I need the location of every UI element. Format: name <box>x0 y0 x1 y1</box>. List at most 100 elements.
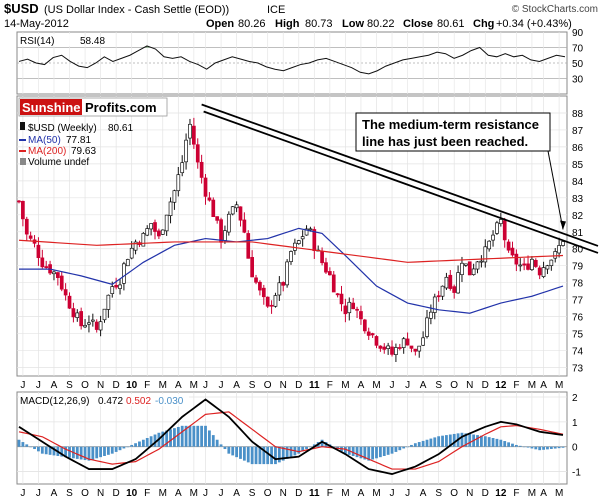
macd-histogram-bar <box>394 446 398 452</box>
price-tick-label: 75 <box>572 330 584 341</box>
rsi-tick-label: 30 <box>572 75 584 86</box>
price-candle <box>250 257 254 278</box>
macd-histogram-bar <box>557 446 561 449</box>
price-tick-label: 81 <box>572 228 584 239</box>
price-x-tick-label: M <box>372 380 380 391</box>
price-candle <box>192 125 196 145</box>
macd-histogram-bar <box>122 446 126 449</box>
macd-histogram-bar <box>398 446 402 451</box>
price-candle <box>533 259 538 267</box>
macd-histogram-bar <box>483 436 487 447</box>
macd-histogram-bar <box>208 430 211 447</box>
price-candle <box>203 177 208 197</box>
price-candle <box>160 229 165 235</box>
rsi-tick-label: 90 <box>572 28 584 39</box>
price-candle <box>502 220 507 241</box>
macd-histogram-bar <box>21 442 25 447</box>
price-candle <box>425 317 429 337</box>
macd-histogram-bar <box>425 439 429 447</box>
price-x-tick-label: F <box>144 380 150 391</box>
price-candle <box>188 123 192 139</box>
price-panel: 88 87 86 85 84 83 82 81 80 79 78 77 76 75 74 73 Sunshin… <box>16 95 599 377</box>
price-tick-label: 79 <box>572 262 584 273</box>
macd-histogram-bar <box>192 425 196 447</box>
price-x-tick-label: F <box>513 380 519 391</box>
macd-x-tick-label: 10 <box>126 488 138 499</box>
price-x-axis: J J A S O N D 10 F M A M J J A S O N D 11 F M A M J J A S O N D 12 F M A M <box>20 380 563 391</box>
legend-ma50-value: 77.81 <box>66 135 91 146</box>
macd-histogram-bar <box>235 446 238 458</box>
price-x-tick-label: A <box>233 380 240 391</box>
price-candle <box>36 244 41 259</box>
price-candle <box>223 230 227 241</box>
price-x-tick-label: 11 <box>309 380 320 391</box>
price-candle <box>52 271 56 275</box>
price-candle <box>537 267 542 276</box>
macd-histogram-bar <box>378 446 382 458</box>
macd-histogram-bar <box>445 435 448 447</box>
price-candle <box>141 233 146 247</box>
macd-histogram-bar <box>312 444 316 447</box>
macd-histogram-bar <box>246 446 250 463</box>
macd-x-tick-label: S <box>66 488 73 499</box>
price-x-tick-label: M <box>159 380 167 391</box>
price-candle <box>293 242 297 251</box>
price-candle <box>157 230 161 237</box>
macd-histogram-bar <box>285 446 289 459</box>
logo-text-sunshine: Sunshine <box>22 100 81 115</box>
price-candle <box>164 214 169 232</box>
price-candle <box>382 346 387 350</box>
price-candle <box>129 247 134 259</box>
macd-histogram-bar <box>274 446 277 465</box>
macd-histogram-bar <box>309 446 312 448</box>
macd-histogram-bar <box>250 446 254 465</box>
chart-exchange: ICE <box>267 4 285 16</box>
price-candle <box>320 251 324 264</box>
macd-x-tick-label: S <box>249 488 256 499</box>
price-candle <box>386 345 390 350</box>
price-candle <box>28 235 33 239</box>
chart-date: 14-May-2012 <box>4 18 69 30</box>
price-x-tick-label: F <box>327 380 333 391</box>
macd-histogram-bar <box>138 441 141 447</box>
price-candle <box>339 293 344 305</box>
macd-histogram-bar <box>95 446 99 459</box>
price-x-tick-label: M <box>341 380 349 391</box>
macd-histogram-bar <box>75 446 79 459</box>
annotation-line-1: The medium-term resistance <box>362 117 539 132</box>
macd-histogram-bar <box>44 446 48 455</box>
rsi-tick-label: 70 <box>572 44 584 55</box>
price-candle <box>444 276 449 289</box>
macd-x-axis: J J A S O N D 10 F M A M J J A S O N D 11 F M A M J J A S O N D 12 F M A M <box>20 488 563 499</box>
chart-symbol: $USD <box>4 1 39 16</box>
macd-histogram-bar <box>99 446 102 458</box>
legend-volume-label: Volume undef <box>28 157 89 168</box>
price-candle <box>273 295 278 307</box>
logo-text-profits: Profits.com <box>85 100 157 115</box>
price-candle <box>118 284 122 289</box>
macd-histogram-bar <box>355 446 359 458</box>
macd-x-tick-label: F <box>513 488 519 499</box>
price-candle <box>269 304 274 307</box>
macd-histogram-bar <box>553 446 557 449</box>
price-candle <box>328 271 332 276</box>
price-x-tick-label: A <box>540 380 547 391</box>
macd-histogram-bar <box>231 446 235 456</box>
price-candle <box>440 285 445 297</box>
price-candle <box>230 206 235 215</box>
macd-x-tick-label: J <box>20 488 25 499</box>
price-x-tick-label: A <box>175 380 182 391</box>
price-candle <box>514 253 519 265</box>
price-x-tick-label: A <box>420 380 427 391</box>
price-candle <box>394 347 398 355</box>
macd-histogram-bar <box>320 439 324 447</box>
macd-histogram-bar <box>277 446 281 463</box>
price-candle <box>495 222 499 234</box>
price-candle <box>184 139 188 163</box>
price-candle <box>464 263 468 266</box>
price-x-tick-label: J <box>405 380 410 391</box>
price-candle <box>401 338 406 348</box>
price-candle <box>413 348 418 352</box>
macd-histogram-bar <box>460 432 464 447</box>
